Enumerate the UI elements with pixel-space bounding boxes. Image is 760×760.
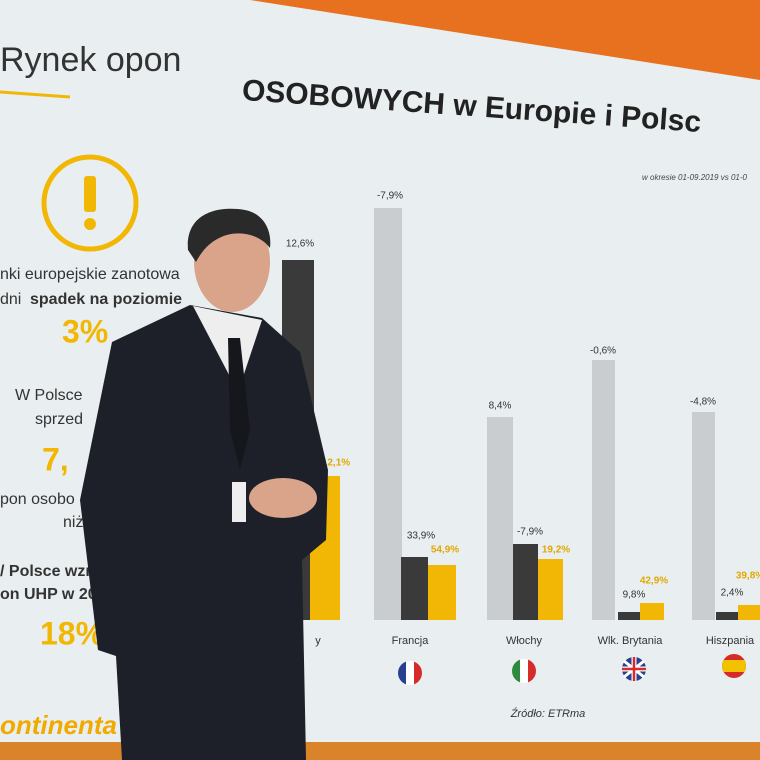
period: w okresie 01-09.2019 vs 01-0 bbox=[642, 173, 748, 182]
bar-label: 8,4% bbox=[489, 401, 512, 412]
flag-italy bbox=[512, 659, 536, 683]
fact-number: 3% bbox=[62, 313, 108, 349]
bar-label: -7,9% bbox=[377, 191, 403, 202]
bar-yellow bbox=[738, 605, 760, 620]
category-label: Wlk. Brytania bbox=[598, 635, 664, 647]
bar-label: -0,6% bbox=[590, 346, 616, 357]
bar-dark bbox=[401, 557, 428, 620]
stage-wall bbox=[250, 0, 760, 80]
bar-dark bbox=[716, 612, 738, 620]
alert-icon bbox=[41, 154, 139, 252]
bar-yellow bbox=[640, 603, 664, 620]
bar-dark bbox=[618, 612, 640, 620]
bar-light bbox=[592, 360, 615, 620]
bar-yellow bbox=[538, 559, 563, 620]
bar-label: 12,6% bbox=[286, 239, 314, 250]
bar-label: 12,1% bbox=[322, 458, 350, 469]
bar-label: 33,9% bbox=[407, 531, 435, 542]
fact-text: pon osobo bbox=[0, 491, 75, 508]
speaker bbox=[80, 208, 328, 760]
title-underline bbox=[0, 90, 71, 99]
category-label: Hiszpania bbox=[706, 635, 755, 647]
bar-label: 39,8% bbox=[736, 571, 760, 582]
fact-text: / Polsce wzrost bbox=[0, 563, 116, 580]
category-label: y bbox=[315, 635, 321, 647]
alert-icon-bar bbox=[84, 176, 96, 212]
fact-text: sprzed bbox=[35, 411, 83, 428]
bar-dark bbox=[513, 544, 538, 620]
category-label: Francja bbox=[392, 635, 430, 647]
bar-label: 19,2% bbox=[542, 545, 570, 556]
alert-icon-dot bbox=[84, 218, 96, 230]
source: Źródło: ETRma bbox=[510, 707, 586, 720]
bar-label: 54,9% bbox=[431, 545, 459, 556]
fact-number: 18% bbox=[40, 615, 104, 651]
bar-yellow bbox=[428, 565, 456, 620]
fact-number: 7, bbox=[42, 441, 69, 477]
fact-text: dni bbox=[0, 291, 21, 308]
flag-spain bbox=[722, 654, 746, 678]
bar-light bbox=[374, 208, 402, 620]
bar-label: 9,8% bbox=[623, 590, 646, 601]
stage-floor bbox=[0, 742, 760, 760]
title-light: Rynek opon bbox=[0, 41, 181, 79]
fact-text: W Polsce bbox=[15, 387, 83, 404]
category-label: Włochy bbox=[506, 635, 543, 647]
fact-text: on UHP w 2019 bbox=[0, 586, 115, 603]
flag-uk bbox=[622, 657, 646, 681]
bar-light bbox=[692, 412, 715, 620]
fact-text: nki europejskie zanotowa bbox=[0, 266, 180, 283]
brand-logo: ontinenta bbox=[0, 710, 117, 740]
bar-label: -7,9% bbox=[517, 527, 543, 538]
bar-label: -4,8% bbox=[690, 397, 716, 408]
bar-label: 2,4% bbox=[721, 588, 744, 599]
fact-text: spadek na poziomie bbox=[30, 291, 182, 308]
bar-label: 42,9% bbox=[640, 576, 668, 587]
flag-france bbox=[398, 661, 422, 685]
bar-light bbox=[487, 417, 513, 620]
